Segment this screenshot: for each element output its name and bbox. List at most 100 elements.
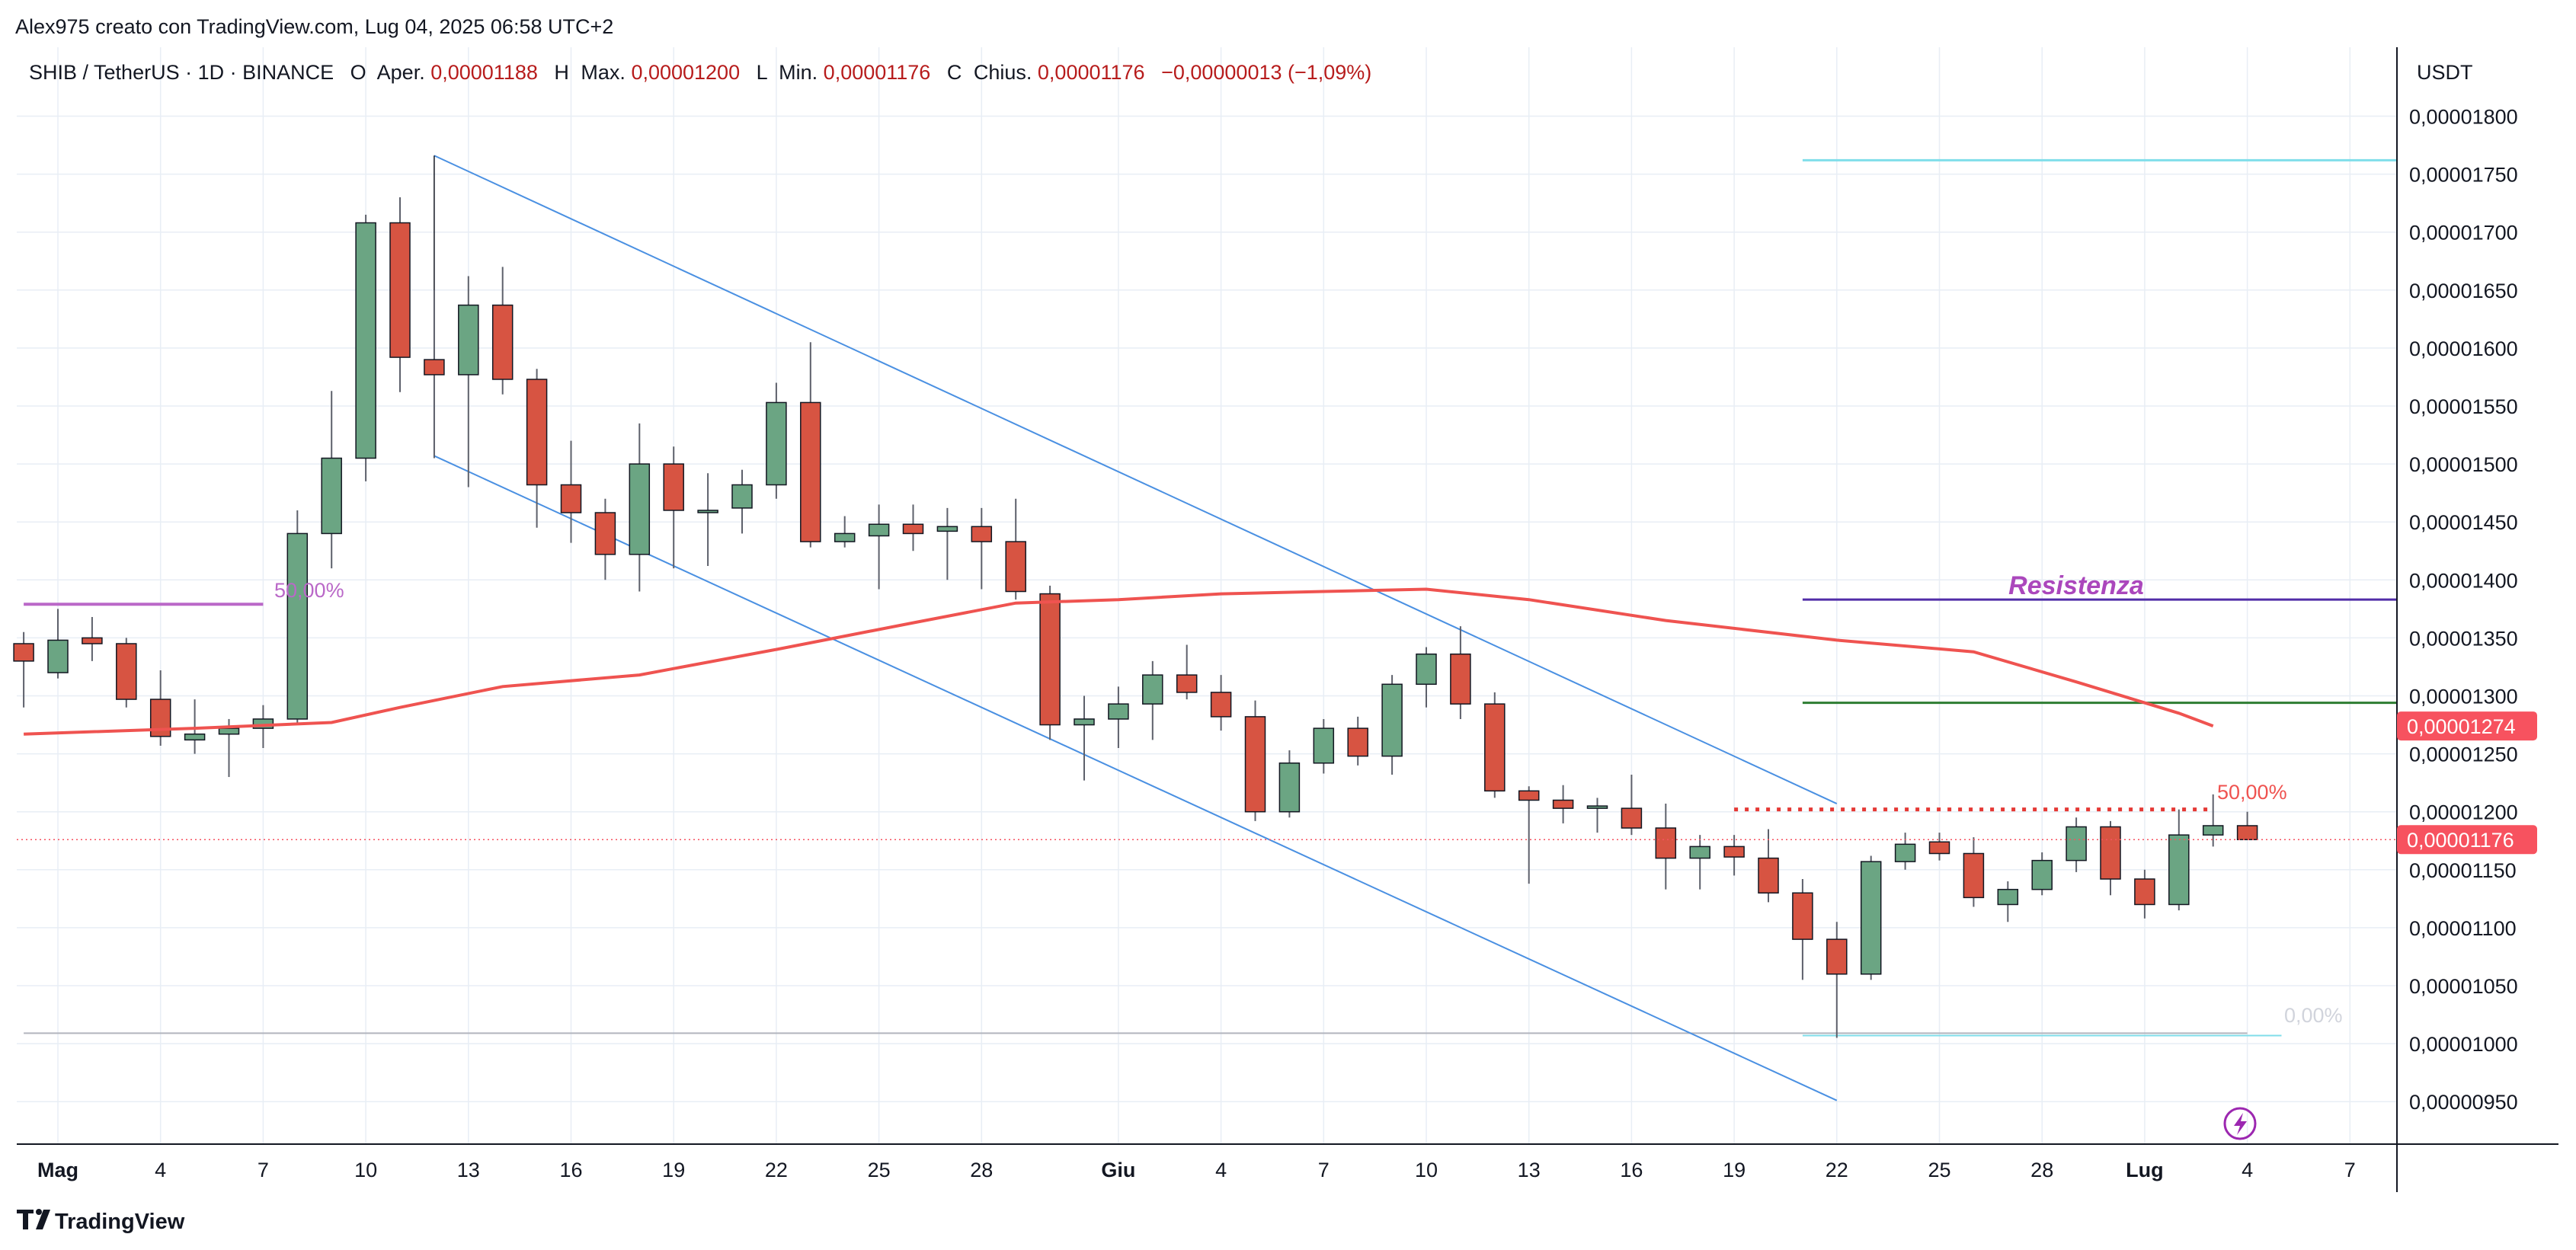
price-tick-label: 0,00001800 xyxy=(2409,106,2518,129)
time-tick-label: 16 xyxy=(1620,1159,1643,1181)
candle-down xyxy=(1039,593,1061,726)
last-price-badge: 0,00001176 xyxy=(2397,825,2537,855)
candle-up xyxy=(834,532,856,542)
candle-down xyxy=(1450,653,1471,705)
price-tick-label: 0,00001650 xyxy=(2409,280,2518,302)
ohlc-legend[interactable]: SHIB / TetherUS · 1D · BINANCE O Aper. 0… xyxy=(29,61,1371,84)
candle-down xyxy=(1758,857,1779,894)
lightning-icon[interactable] xyxy=(2223,1107,2257,1140)
candle-up xyxy=(1894,843,1916,862)
price-tick-label: 0,00001700 xyxy=(2409,222,2518,245)
time-tick-label: 25 xyxy=(1928,1159,1950,1181)
time-tick-label: 10 xyxy=(1415,1159,1438,1181)
legend-o-value: 0,00001188 xyxy=(430,61,538,84)
candle-down xyxy=(560,484,582,513)
price-tick-label: 0,00001450 xyxy=(2409,511,2518,534)
logo-mark-t xyxy=(17,1210,34,1229)
candle-down xyxy=(1552,799,1574,809)
candle-up xyxy=(1586,805,1608,809)
legend-c-label: C xyxy=(947,61,962,84)
last-badge-value: 0,00001176 xyxy=(2407,829,2514,852)
candle-down xyxy=(971,526,993,542)
price-tick-label: 0,00001100 xyxy=(2409,917,2517,940)
resistance-label: Resistenza xyxy=(2008,571,2144,600)
price-tick-label: 0,00000950 xyxy=(2409,1091,2518,1114)
candle-down xyxy=(1792,892,1813,940)
candle-down xyxy=(1655,827,1677,859)
tradingview-logo-text: TradingView xyxy=(55,1210,185,1234)
last-badge-bg xyxy=(2397,825,2537,855)
tradingview-logo[interactable]: TradingView xyxy=(17,1209,185,1234)
ma-badge-value: 0,00001274 xyxy=(2407,715,2516,738)
candle-down xyxy=(389,222,411,358)
candle-up xyxy=(1108,703,1129,720)
candle-down xyxy=(663,463,684,511)
candle-up xyxy=(47,639,69,673)
candle-down xyxy=(1210,692,1232,718)
price-tick-label: 0,00001000 xyxy=(2409,1033,2518,1056)
candle-up xyxy=(766,401,787,486)
candle-up xyxy=(1997,888,2019,906)
candle-down xyxy=(491,304,514,380)
candle-up xyxy=(1381,683,1403,757)
time-tick-label: Giu xyxy=(1101,1159,1135,1181)
price-tick-label: 0,00001500 xyxy=(2409,453,2518,476)
legend-h-label: H xyxy=(554,61,569,84)
candle-down xyxy=(2100,826,2121,880)
time-tick-label: 25 xyxy=(868,1159,891,1181)
price-tick-label: 0,00001300 xyxy=(2409,686,2518,708)
logo-mark-v xyxy=(36,1210,50,1229)
candle-down xyxy=(526,379,548,486)
time-axis[interactable]: Mag 4 7 10 13 16 19 22 25 28 Giu 4 7 10 13 16 19 22 25 28 Lu… xyxy=(37,1159,2356,1181)
candle-down xyxy=(1005,541,1026,593)
candle-up xyxy=(2031,859,2053,890)
header-credit: Alex975 creato con TradingView.com, Lug … xyxy=(15,15,613,38)
tradingview-logo-icon xyxy=(17,1209,50,1229)
candle-down xyxy=(1963,852,1985,899)
time-tick-label: 19 xyxy=(1723,1159,1746,1181)
legend-o-label: O xyxy=(350,61,366,84)
time-tick-label: 4 xyxy=(1215,1159,1227,1181)
time-tick-label: 10 xyxy=(354,1159,377,1181)
candle-down xyxy=(2236,825,2258,840)
time-tick-label: Lug xyxy=(2126,1159,2163,1181)
time-tick-label: 7 xyxy=(258,1159,269,1181)
time-tick-label: Mag xyxy=(37,1159,78,1181)
candle-down xyxy=(1723,846,1745,858)
candle-down xyxy=(116,643,137,700)
legend-o-name: Aper. xyxy=(377,61,425,84)
price-tick-label: 0,00001250 xyxy=(2409,743,2518,766)
legend-c-name: Chius. xyxy=(974,61,1032,84)
candle-down xyxy=(2134,878,2155,906)
lightning-icon-ring xyxy=(2223,1107,2257,1140)
candle-up xyxy=(1313,727,1335,764)
drawing-levels xyxy=(24,158,2397,1037)
candle-up xyxy=(1689,846,1710,859)
candle-down xyxy=(424,359,445,376)
fib-left-label: 50,00% xyxy=(274,579,344,602)
time-tick-label: 7 xyxy=(2344,1159,2356,1181)
candle-up xyxy=(1860,861,1882,975)
price-axis[interactable]: 0,00001800 0,00001750 0,00001700 0,00001650… xyxy=(2409,106,2518,1114)
time-tick-label: 13 xyxy=(457,1159,480,1181)
time-tick-label: 4 xyxy=(2242,1159,2253,1181)
price-tick-label: 0,00001350 xyxy=(2409,627,2518,650)
candle-up xyxy=(2168,834,2190,906)
fib-0-label: 0,00% xyxy=(2284,1004,2343,1027)
price-axis-currency[interactable]: USDT xyxy=(2417,61,2473,84)
price-tick-label: 0,00001050 xyxy=(2409,975,2518,998)
ma-badge-bg xyxy=(2397,711,2537,741)
time-tick-label: 28 xyxy=(970,1159,993,1181)
candle-up xyxy=(731,484,753,509)
price-tick-label: 0,00001550 xyxy=(2409,395,2518,418)
channel-line-lower xyxy=(434,455,1838,1101)
candle-up xyxy=(1142,674,1163,705)
candle-up xyxy=(286,532,309,720)
candle-up xyxy=(1278,762,1301,813)
candle-down xyxy=(1621,807,1643,829)
time-tick-label: 7 xyxy=(1318,1159,1330,1181)
candlestick-series xyxy=(13,197,2258,1038)
legend-symbol[interactable]: SHIB / TetherUS · 1D · BINANCE xyxy=(29,61,334,84)
